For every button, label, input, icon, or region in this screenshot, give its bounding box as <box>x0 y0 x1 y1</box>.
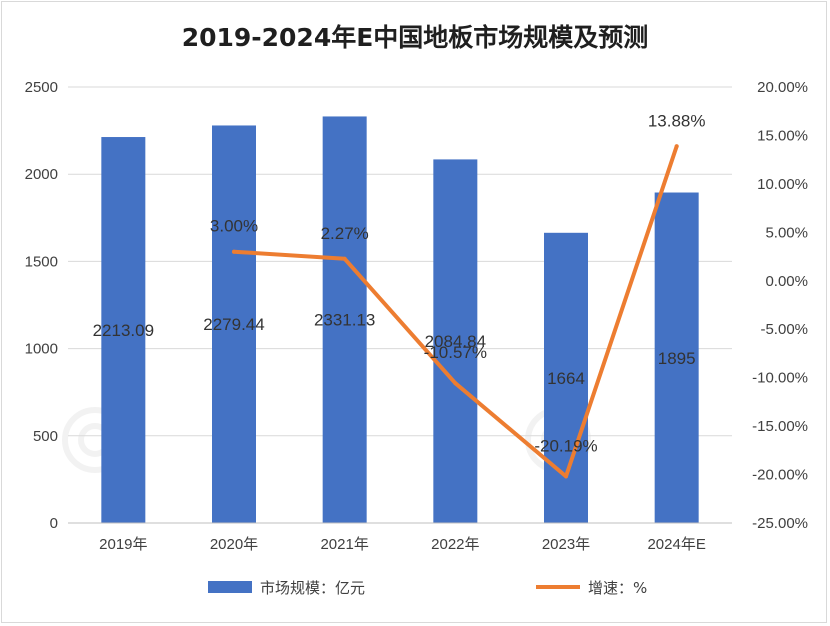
bar-data-label: 2331.13 <box>314 311 375 330</box>
right-axis-tick-label: 20.00% <box>757 79 808 96</box>
left-axis-tick-label: 2500 <box>25 79 58 96</box>
bar-series <box>101 116 699 523</box>
right-axis-tick-label: 0.00% <box>765 273 808 290</box>
line-point <box>564 474 568 479</box>
x-axis-tick-label: 2020年 <box>210 536 258 553</box>
bar <box>212 125 256 523</box>
x-axis-tick-label: 2023年 <box>542 536 590 553</box>
left-axis-tick-label: 0 <box>50 515 58 532</box>
legend-label-line: 增速：% <box>588 579 647 597</box>
legend: 市场规模：亿元 增速：% <box>208 579 647 597</box>
left-axis-ticks: 0 500 1000 1500 2000 2500 <box>25 79 58 532</box>
right-axis-ticks: -25.00% -20.00% -15.00% -10.00% -5.00% 0.00% 5… <box>752 79 808 532</box>
growth-line-series <box>232 144 679 479</box>
left-axis-tick-label: 1000 <box>25 341 58 358</box>
line-data-label: -20.19% <box>534 436 597 455</box>
bar <box>654 192 699 523</box>
bar-data-label: 2084.84 <box>425 332 486 351</box>
x-axis-tick-label: 2021年 <box>320 536 368 553</box>
line-data-label: 2.27% <box>321 224 369 243</box>
left-axis-tick-label: 2000 <box>25 166 58 183</box>
legend-label-bar: 市场规模：亿元 <box>260 579 365 597</box>
bar-data-label: 2213.09 <box>93 321 154 340</box>
line-data-labels: 3.00% 2.27% -10.57% -20.19% 13.88% <box>210 111 706 455</box>
right-axis-tick-label: -10.00% <box>752 370 808 387</box>
right-axis-tick-label: 15.00% <box>757 127 808 144</box>
line-data-label: -10.57% <box>424 343 487 362</box>
line-point <box>453 381 458 386</box>
line-data-label: 3.00% <box>210 217 258 236</box>
x-axis-tick-label: 2022年 <box>431 536 479 553</box>
left-axis-tick-label: 500 <box>33 428 58 445</box>
line-point <box>232 249 236 254</box>
bar-data-label: 1664 <box>547 369 585 388</box>
right-axis-tick-label: 5.00% <box>765 224 808 241</box>
right-axis-tick-label: -5.00% <box>760 321 808 338</box>
right-axis-tick-label: -25.00% <box>752 515 808 532</box>
bar-data-label: 1895 <box>658 349 696 368</box>
bar <box>322 116 367 523</box>
right-axis-tick-label: -15.00% <box>752 418 808 435</box>
x-axis-ticks: 2019年 2020年 2021年 2022年 2023年 2024年E <box>99 536 706 553</box>
bar <box>101 137 146 523</box>
right-axis-tick-label: 10.00% <box>757 176 808 193</box>
x-axis-tick-label: 2024年E <box>647 536 705 553</box>
left-axis-tick-label: 1500 <box>25 253 58 270</box>
line-data-label: 13.88% <box>648 111 706 130</box>
bar <box>433 159 478 523</box>
gridlines <box>68 86 732 437</box>
x-axis-tick-label: 2019年 <box>99 536 147 553</box>
bar-data-labels: 2213.09 2279.44 2331.13 2084.84 1664 1895 <box>93 311 696 388</box>
bar-data-label: 2279.44 <box>203 315 264 334</box>
chart-title: 2019-2024年E中国地板市场规模及预测 <box>182 23 649 52</box>
line-point <box>342 256 347 261</box>
right-axis-tick-label: -20.00% <box>752 467 808 484</box>
legend-swatch-bar <box>208 581 252 593</box>
line-point <box>674 144 679 149</box>
